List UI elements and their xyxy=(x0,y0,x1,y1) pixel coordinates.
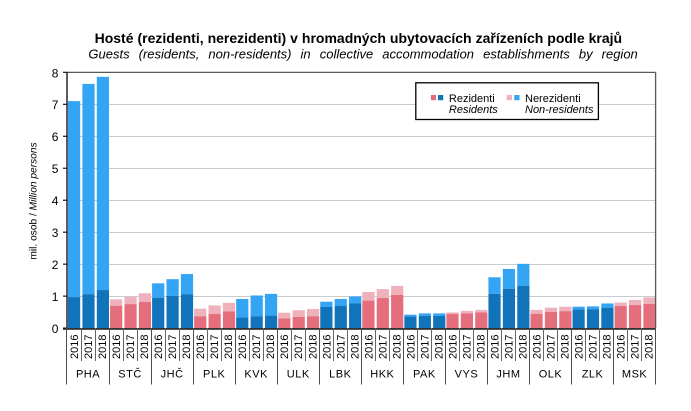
svg-text:2017: 2017 xyxy=(293,335,305,359)
svg-text:MSK: MSK xyxy=(622,369,648,381)
svg-text:2018: 2018 xyxy=(307,335,319,359)
svg-text:2017: 2017 xyxy=(461,335,473,359)
svg-text:JHČ: JHČ xyxy=(161,368,184,381)
svg-text:2017: 2017 xyxy=(167,335,179,359)
svg-text:KVK: KVK xyxy=(244,369,268,381)
svg-text:4: 4 xyxy=(52,194,59,208)
svg-text:2016: 2016 xyxy=(111,335,123,359)
svg-text:5: 5 xyxy=(52,162,59,176)
svg-text:2017: 2017 xyxy=(588,335,600,359)
svg-text:2018: 2018 xyxy=(139,335,151,359)
svg-text:2016: 2016 xyxy=(574,335,586,359)
svg-text:2018: 2018 xyxy=(349,335,361,359)
svg-text:1: 1 xyxy=(52,290,59,304)
svg-text:2018: 2018 xyxy=(517,335,529,359)
svg-text:PLK: PLK xyxy=(203,369,225,381)
svg-text:HKK: HKK xyxy=(370,369,394,381)
svg-text:2017: 2017 xyxy=(503,335,515,359)
svg-text:2016: 2016 xyxy=(279,335,291,359)
svg-text:2018: 2018 xyxy=(223,335,235,359)
svg-text:2016: 2016 xyxy=(237,335,249,359)
svg-text:2017: 2017 xyxy=(125,335,137,359)
svg-text:STČ: STČ xyxy=(118,368,142,381)
svg-text:2016: 2016 xyxy=(447,335,459,359)
svg-text:LBK: LBK xyxy=(329,369,351,381)
svg-text:2018: 2018 xyxy=(644,335,656,359)
svg-text:7: 7 xyxy=(52,98,59,112)
svg-text:mil. osob / Million persons: mil. osob / Million persons xyxy=(28,142,39,259)
svg-text:2016: 2016 xyxy=(405,335,417,359)
svg-text:2017: 2017 xyxy=(630,335,642,359)
svg-text:ZLK: ZLK xyxy=(582,369,604,381)
svg-text:Guests (residents, non-reside: Guests (residents, non-residents) in col… xyxy=(88,47,637,62)
svg-text:Hosté (rezidenti, nerezidenti: Hosté (rezidenti, nerezidenti) v hromadn… xyxy=(95,30,622,46)
svg-text:2016: 2016 xyxy=(616,335,628,359)
svg-text:2018: 2018 xyxy=(433,335,445,359)
svg-text:OLK: OLK xyxy=(539,369,563,381)
svg-text:2017: 2017 xyxy=(209,335,221,359)
svg-text:3: 3 xyxy=(52,226,59,240)
svg-text:2016: 2016 xyxy=(321,335,333,359)
svg-text:2018: 2018 xyxy=(475,335,487,359)
svg-text:2016: 2016 xyxy=(69,335,81,359)
svg-text:2: 2 xyxy=(52,258,59,272)
svg-text:PHA: PHA xyxy=(76,369,100,381)
svg-text:8: 8 xyxy=(52,66,59,80)
svg-text:2016: 2016 xyxy=(363,335,375,359)
svg-text:PAK: PAK xyxy=(413,369,436,381)
svg-text:2017: 2017 xyxy=(545,335,557,359)
svg-text:2017: 2017 xyxy=(377,335,389,359)
svg-text:JHM: JHM xyxy=(496,369,520,381)
svg-text:2018: 2018 xyxy=(97,335,109,359)
svg-text:2018: 2018 xyxy=(391,335,403,359)
svg-text:2016: 2016 xyxy=(531,335,543,359)
svg-text:2017: 2017 xyxy=(419,335,431,359)
svg-text:2016: 2016 xyxy=(195,335,207,359)
svg-text:Rezidenti: Rezidenti xyxy=(449,93,495,105)
svg-text:2016: 2016 xyxy=(489,335,501,359)
svg-text:0: 0 xyxy=(52,322,59,336)
svg-text:2017: 2017 xyxy=(335,335,347,359)
svg-text:2018: 2018 xyxy=(560,335,572,359)
svg-text:2018: 2018 xyxy=(181,335,193,359)
svg-text:Non-residents: Non-residents xyxy=(525,104,594,116)
svg-text:Residents: Residents xyxy=(449,104,498,116)
svg-text:2016: 2016 xyxy=(153,335,165,359)
svg-text:2018: 2018 xyxy=(602,335,614,359)
svg-text:2017: 2017 xyxy=(251,335,263,359)
svg-text:Nerezidenti: Nerezidenti xyxy=(525,93,581,105)
svg-text:2017: 2017 xyxy=(83,335,95,359)
svg-text:ULK: ULK xyxy=(287,369,310,381)
svg-text:VYS: VYS xyxy=(455,369,479,381)
svg-text:2018: 2018 xyxy=(265,335,277,359)
svg-text:6: 6 xyxy=(52,130,59,144)
